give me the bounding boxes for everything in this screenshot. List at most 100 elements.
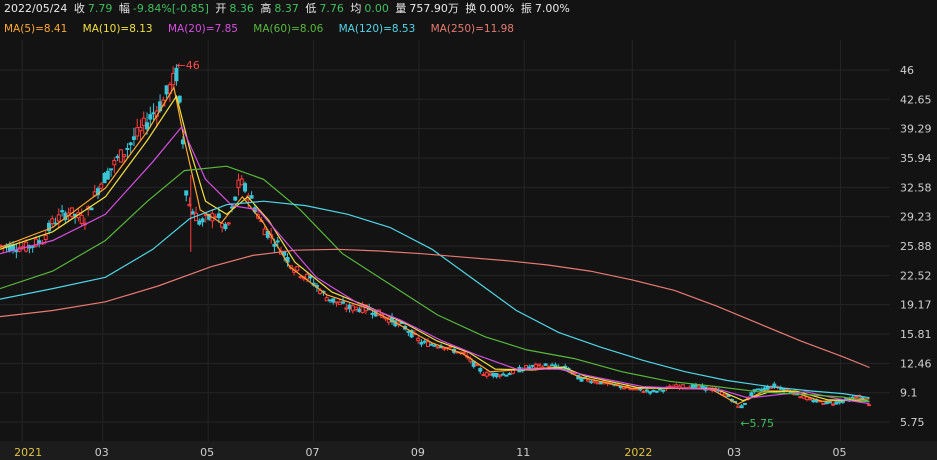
candle-body	[530, 364, 535, 367]
candle-body	[550, 364, 555, 367]
ma10-legend: MA(10)=8.13	[82, 23, 153, 35]
change-label: 幅	[118, 2, 130, 15]
y-tick-label: 35.94	[900, 152, 932, 165]
candle-body	[226, 222, 231, 225]
quote-date: 2022/05/24	[4, 2, 68, 15]
candle-body	[47, 222, 52, 232]
candle-body	[762, 387, 767, 391]
candle-body	[742, 402, 747, 405]
candle-body	[641, 391, 646, 394]
candle-body	[102, 172, 107, 184]
candle-body	[298, 275, 303, 278]
candle-body	[785, 388, 790, 391]
candle-body	[622, 387, 627, 390]
candle-body	[14, 249, 19, 253]
candle-body	[494, 373, 499, 378]
candle-body	[478, 368, 483, 372]
candle-body	[680, 384, 685, 389]
candle-body	[125, 147, 130, 150]
candle-body	[128, 142, 133, 146]
candle-body	[553, 364, 558, 368]
y-tick-label: 15.81	[900, 328, 932, 341]
candle-body	[145, 122, 150, 130]
open-value: 8.36	[229, 2, 254, 15]
candle-body	[422, 340, 427, 343]
candle-body	[867, 404, 872, 407]
y-tick-label: 25.88	[900, 240, 932, 253]
y-tick-label: 22.52	[900, 269, 932, 282]
candle-body	[357, 308, 362, 313]
candle-body	[131, 136, 136, 140]
candle-body	[354, 306, 359, 310]
candle-body	[43, 234, 48, 240]
ma120-legend: MA(120)=8.53	[338, 23, 416, 35]
candles	[0, 64, 872, 409]
candle-body	[419, 341, 424, 345]
ma60-legend: MA(60)=8.06	[253, 23, 324, 35]
candle-body	[827, 401, 832, 404]
x-tick-label: 2022	[624, 446, 652, 459]
low-annotation: ←5.75	[740, 417, 774, 430]
turnover-value: 0.00%	[479, 2, 515, 15]
candle-body	[425, 341, 430, 347]
candle-body	[507, 373, 512, 376]
amplitude-label: 振	[520, 2, 532, 15]
candle-body	[755, 388, 760, 391]
candle-body	[233, 196, 238, 201]
candle-body	[370, 312, 375, 315]
candle-body	[151, 112, 156, 115]
candle-body	[406, 330, 411, 333]
change-value: -9.84%[-0.85]	[132, 2, 209, 15]
candle-body	[197, 220, 202, 225]
time-axis-strip	[0, 441, 937, 460]
candle-body	[543, 363, 548, 366]
candle-body	[249, 195, 254, 199]
candle-body	[834, 401, 839, 405]
candle-body	[690, 384, 695, 389]
candle-body	[700, 385, 705, 389]
close-label: 收	[73, 2, 85, 15]
candle-body	[811, 399, 816, 403]
x-tick-label: 07	[306, 446, 320, 459]
candle-body	[115, 155, 120, 159]
low-value: 7.76	[319, 2, 344, 15]
y-tick-label: 39.29	[900, 123, 932, 136]
candle-body	[79, 214, 84, 225]
candle-body	[295, 266, 300, 272]
candle-body	[628, 388, 633, 391]
candle-body	[213, 215, 218, 218]
candle-body	[239, 178, 244, 186]
ma120-line	[0, 200, 870, 399]
candle-body	[99, 183, 104, 189]
candle-body	[736, 405, 741, 408]
candle-body	[798, 396, 803, 399]
ma250-line	[0, 248, 870, 369]
candle-body	[837, 400, 842, 404]
candle-body	[648, 391, 653, 394]
candle-body	[324, 297, 329, 302]
volume-value: 757.90万	[409, 2, 459, 15]
candle-body	[220, 222, 225, 228]
candle-body	[50, 218, 55, 225]
candle-body	[416, 337, 421, 342]
candle-body	[334, 301, 339, 304]
high-value: 8.37	[274, 2, 299, 15]
candle-body	[523, 365, 528, 369]
high-label: 高	[260, 2, 272, 15]
x-tick-label: 05	[832, 446, 846, 459]
candle-body	[174, 67, 179, 82]
y-tick-label: 9.1	[900, 387, 918, 400]
candle-body	[200, 218, 205, 223]
candle-body	[504, 374, 509, 377]
x-tick-label: 05	[200, 446, 214, 459]
candle-body	[831, 403, 836, 406]
y-tick-label: 5.75	[900, 416, 925, 429]
candle-body	[484, 372, 489, 377]
candle-body	[595, 382, 600, 385]
candle-body	[96, 188, 101, 196]
candle-body	[840, 400, 845, 403]
candle-body	[644, 389, 649, 392]
avg-value: 0.00	[364, 2, 389, 15]
